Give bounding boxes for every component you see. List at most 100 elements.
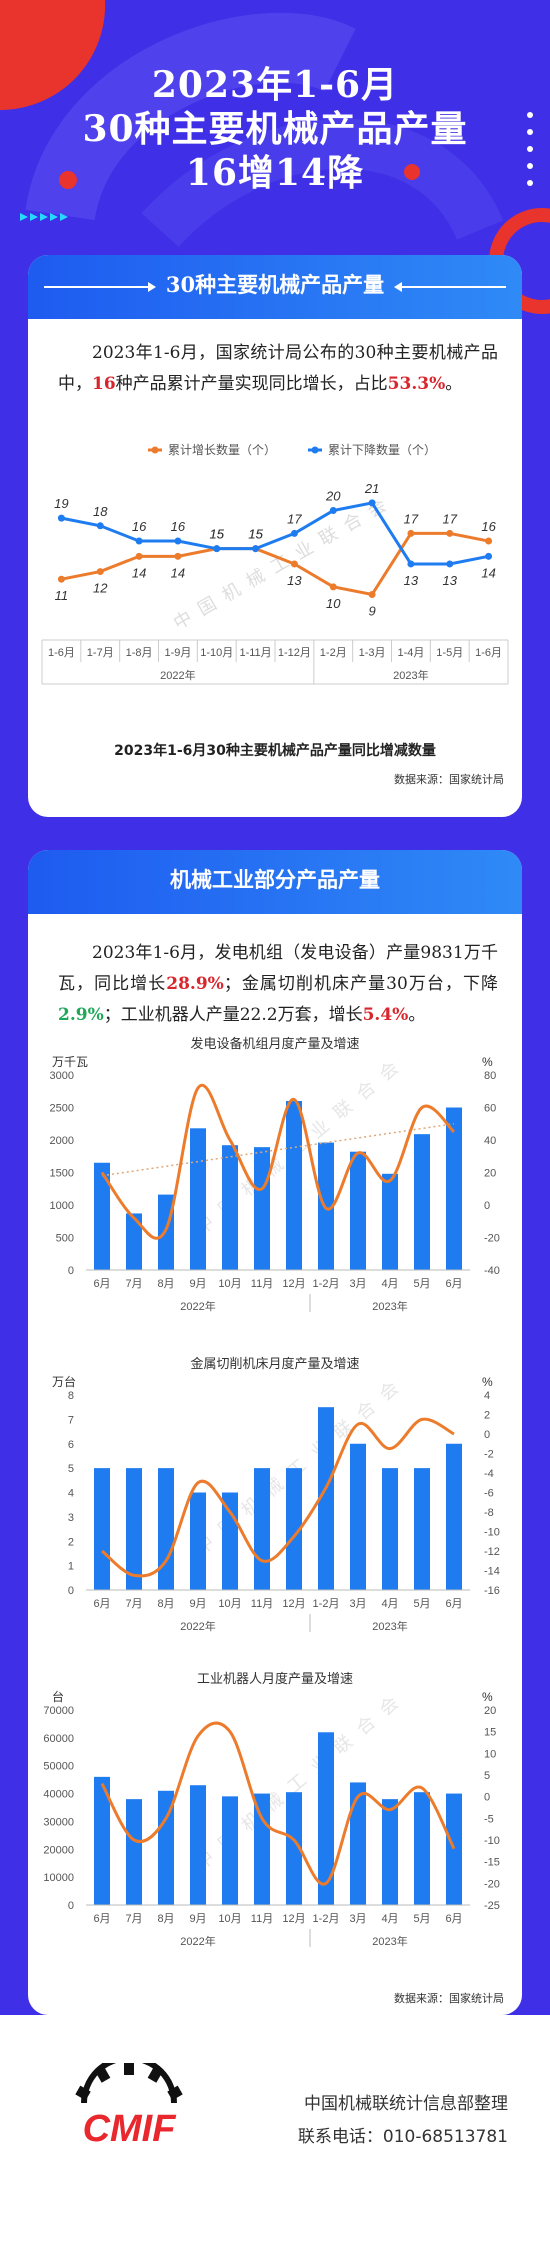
x-tick-label: 11月 — [251, 1278, 273, 1290]
data-label: 14 — [132, 565, 146, 580]
y2-tick-label: 0 — [484, 1429, 490, 1441]
y2-tick-label: -16 — [484, 1585, 500, 1597]
data-label: 15 — [248, 527, 263, 542]
gear-icon — [75, 2063, 183, 2104]
x-tick-label: 1-9月 — [164, 647, 191, 659]
x-tick-label: 3月 — [349, 1913, 366, 1925]
y-tick-label: 10000 — [43, 1872, 74, 1884]
legend-marker — [151, 446, 159, 454]
data-label: 13 — [404, 573, 419, 588]
y2-tick-label: -6 — [484, 1488, 494, 1500]
y-tick-label: 0 — [68, 1585, 74, 1597]
bar — [414, 1134, 430, 1270]
x-tick-label: 10月 — [218, 1598, 241, 1610]
data-label: 19 — [54, 496, 68, 511]
bar — [222, 1796, 238, 1905]
data-label: 9 — [368, 603, 375, 618]
data-label: 15 — [248, 527, 263, 542]
data-point — [407, 560, 415, 568]
bar — [190, 1785, 206, 1905]
card-title: 30种主要机械产品产量 — [165, 272, 385, 297]
y-tick-label: 2 — [68, 1536, 74, 1548]
data-label: 18 — [93, 504, 108, 519]
data-point — [57, 514, 65, 522]
bar — [126, 1799, 142, 1905]
x-tick-label: 1-7月 — [87, 647, 114, 659]
data-label: 17 — [287, 511, 302, 526]
data-label: 15 — [210, 527, 225, 542]
data-point — [329, 583, 337, 591]
y-axis-unit: 万千瓦 — [52, 1055, 88, 1069]
data-label: 13 — [443, 573, 458, 588]
y-tick-label: 0 — [68, 1900, 74, 1912]
data-source: 数据来源：国家统计局 — [394, 1992, 504, 2005]
x-tick-label: 8月 — [157, 1598, 174, 1610]
y-tick-label: 2500 — [50, 1103, 74, 1115]
data-label: 16 — [171, 519, 186, 534]
bar — [446, 1793, 462, 1905]
y2-tick-label: 4 — [484, 1390, 490, 1402]
series-line — [61, 501, 489, 566]
hero-decoration — [0, 0, 533, 248]
bar — [126, 1213, 142, 1270]
x-tick-label: 12月 — [282, 1278, 305, 1290]
card-header: 30种主要机械产品产量 — [28, 255, 522, 319]
line-chart-increase-decrease: 累计增长数量（个） 累计下降数量（个） 中国机械工业联合会 11 12 14 14 15 15 1… — [41, 442, 509, 685]
footer-phone: 联系电话：010-68513781 — [297, 2127, 508, 2147]
x-tick-label: 9月 — [189, 1913, 206, 1925]
bar — [254, 1468, 270, 1590]
y2-axis-unit: % — [482, 1055, 493, 1069]
x-tick-label: 5月 — [413, 1598, 430, 1610]
y2-axis-unit: % — [482, 1375, 493, 1389]
growth-line — [100, 1083, 456, 1240]
y2-tick-label: 2 — [484, 1410, 490, 1422]
x-tick-label: 1-12月 — [278, 647, 311, 659]
y2-tick-label: -15 — [484, 1857, 500, 1869]
x-tick-label: 5月 — [413, 1913, 430, 1925]
data-label: 12 — [93, 581, 108, 596]
legend-marker — [311, 446, 319, 454]
y2-tick-label: 15 — [484, 1727, 496, 1739]
bar — [94, 1162, 110, 1270]
bar — [350, 1151, 366, 1270]
summary-paragraph: 2023年1-6月，国家统计局公布的30种主要机械产品中，16种产品累计产量实现… — [58, 343, 498, 394]
data-point — [57, 575, 65, 583]
y2-tick-label: 5 — [484, 1770, 490, 1782]
x-tick-label: 7月 — [125, 1278, 142, 1290]
series-line — [61, 531, 489, 597]
group-label: 2023年 — [372, 1934, 407, 1948]
bar — [222, 1145, 238, 1270]
bar — [318, 1407, 334, 1590]
data-point — [368, 590, 376, 598]
bar — [222, 1492, 238, 1590]
y-tick-label: 500 — [56, 1233, 74, 1245]
x-tick-label: 6月 — [445, 1913, 462, 1925]
y-tick-label: 3000 — [50, 1070, 74, 1082]
x-tick-label: 1-2月 — [313, 1598, 340, 1610]
y-tick-label: 1000 — [50, 1200, 74, 1212]
x-tick-label: 1-10月 — [200, 647, 233, 659]
group-label: 2023年 — [393, 668, 428, 682]
footer-org: 中国机械联统计信息部整理 — [304, 2094, 508, 2114]
y-tick-label: 20000 — [43, 1844, 74, 1856]
title-line-1: 2023年1-6月 — [151, 64, 399, 106]
bar — [254, 1793, 270, 1905]
red-dot — [59, 171, 77, 189]
y2-tick-label: -12 — [484, 1546, 500, 1558]
x-tick-label: 12月 — [282, 1913, 305, 1925]
data-point — [252, 545, 260, 553]
data-label: 17 — [404, 511, 419, 526]
bar — [158, 1468, 174, 1590]
data-label: 10 — [326, 596, 341, 611]
bar — [158, 1790, 174, 1905]
y2-tick-label: -10 — [484, 1835, 500, 1847]
chart-title: 金属切削机床月度产量及增速 — [190, 1356, 359, 1371]
x-tick-label: 11月 — [251, 1598, 273, 1610]
y-tick-label: 4 — [68, 1488, 74, 1500]
x-tick-label: 4月 — [381, 1598, 398, 1610]
data-point — [213, 545, 221, 553]
x-tick-label: 1-4月 — [397, 647, 424, 659]
x-tick-label: 1-6月 — [48, 647, 75, 659]
